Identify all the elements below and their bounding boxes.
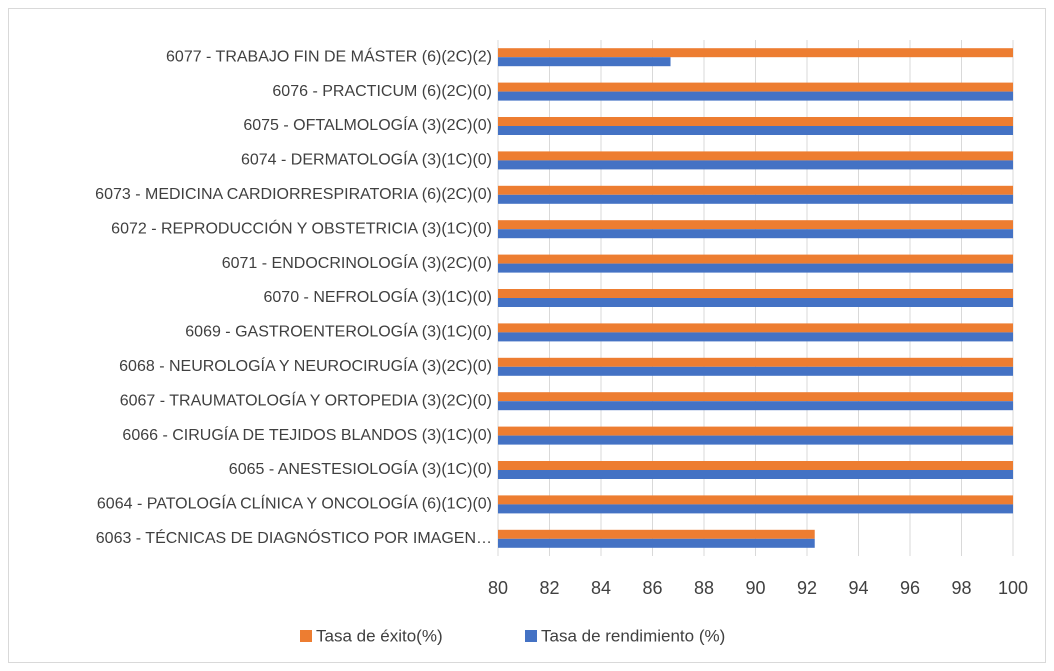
bar	[498, 426, 1013, 436]
bar	[498, 48, 1013, 58]
y-tick-label: 6064 - PATOLOGÍA CLÍNICA Y ONCOLOGÍA (6)…	[97, 494, 492, 513]
bar	[498, 220, 1013, 230]
bar	[498, 357, 1013, 367]
bar	[498, 332, 1013, 342]
bar	[498, 323, 1013, 333]
x-tick-label: 86	[642, 578, 662, 598]
x-tick-label: 100	[998, 578, 1028, 598]
y-tick-label: 6077 - TRABAJO FIN DE MÁSTER (6)(2C)(2)	[166, 46, 492, 65]
bar	[498, 194, 1013, 204]
bar	[498, 82, 1013, 92]
bar	[498, 401, 1013, 411]
bar	[498, 185, 1013, 195]
y-tick-label: 6067 - TRAUMATOLOGÍA Y ORTOPEDIA (3)(2C)…	[120, 390, 492, 409]
y-tick-label: 6068 - NEUROLOGÍA Y NEUROCIRUGÍA (3)(2C)…	[119, 356, 492, 375]
bar	[498, 504, 1013, 514]
x-tick-label: 96	[900, 578, 920, 598]
y-tick-label: 6065 - ANESTESIOLOGÍA (3)(1C)(0)	[229, 459, 492, 478]
bar	[498, 366, 1013, 376]
y-tick-label: 6069 - GASTROENTEROLOGÍA (3)(1C)(0)	[185, 322, 492, 341]
bar	[498, 470, 1013, 479]
bar	[498, 57, 671, 67]
x-tick-label: 98	[951, 578, 971, 598]
bar	[498, 229, 1013, 239]
x-tick-label: 82	[539, 578, 559, 598]
bar	[498, 495, 1013, 505]
bar	[498, 91, 1013, 101]
bar	[498, 117, 1013, 126]
bar	[498, 289, 1013, 298]
bar	[498, 392, 1013, 402]
legend-swatch	[300, 630, 312, 642]
y-tick-label: 6076 - PRACTICUM (6)(2C)(0)	[272, 83, 492, 100]
bar	[498, 298, 1013, 307]
bar	[498, 263, 1013, 273]
bar	[498, 529, 815, 539]
y-tick-label: 6070 - NEFROLOGÍA (3)(1C)(0)	[264, 287, 493, 306]
bar	[498, 538, 815, 548]
bar	[498, 435, 1013, 445]
y-tick-label: 6073 - MEDICINA CARDIORRESPIRATORIA (6)(…	[95, 186, 492, 203]
y-tick-label: 6072 - REPRODUCCIÓN Y OBSTETRICIA (3)(1C…	[111, 218, 492, 237]
bar	[498, 461, 1013, 470]
y-tick-label: 6066 - CIRUGÍA DE TEJIDOS BLANDOS (3)(1C…	[122, 425, 492, 444]
bar	[498, 126, 1013, 135]
y-tick-label: 6074 - DERMATOLOGÍA (3)(1C)(0)	[241, 150, 492, 169]
y-tick-label: 6075 - OFTALMOLOGÍA (3)(2C)(0)	[243, 115, 492, 134]
x-tick-label: 94	[848, 578, 868, 598]
x-tick-label: 84	[591, 578, 611, 598]
y-tick-label: 6071 - ENDOCRINOLOGÍA (3)(2C)(0)	[222, 253, 492, 272]
legend-swatch	[525, 630, 537, 642]
bar	[498, 254, 1013, 264]
x-tick-label: 92	[797, 578, 817, 598]
x-tick-label: 88	[694, 578, 714, 598]
y-tick-label: 6063 - TÉCNICAS DE DIAGNÓSTICO POR IMAGE…	[96, 528, 492, 547]
x-tick-label: 90	[745, 578, 765, 598]
legend-label: Tasa de rendimiento (%)	[541, 626, 725, 645]
x-tick-label: 80	[488, 578, 508, 598]
bar	[498, 151, 1013, 161]
bar	[498, 160, 1013, 170]
legend-label: Tasa de éxito(%)	[316, 626, 443, 645]
